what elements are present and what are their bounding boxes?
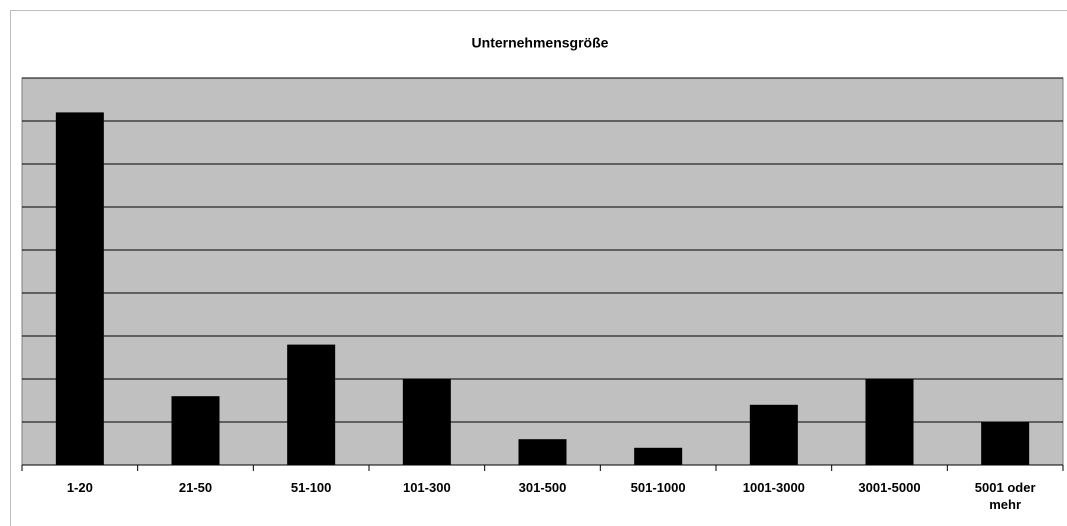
x-tick-label-box: 101-300	[402, 480, 451, 495]
x-tick-label: 3001-5000	[858, 480, 921, 495]
x-tick-label-box: 501-1000	[630, 480, 686, 495]
x-tick-label-box: 51-100	[290, 480, 332, 495]
x-tick-label: 301-500	[518, 480, 567, 495]
x-tick-label-box: 1-20	[66, 480, 93, 495]
x-tick-label: 1-20	[66, 480, 93, 495]
x-tick-label: 21-50	[178, 480, 213, 495]
bar	[287, 344, 336, 465]
chart-title: Unternehmensgröße	[472, 35, 609, 51]
bar	[55, 112, 104, 466]
x-tick-label-box: 3001-5000	[858, 480, 921, 495]
bar	[749, 404, 798, 465]
x-tick-label: 101-300	[402, 480, 451, 495]
x-tick-label: 1001-3000	[742, 480, 805, 495]
bar	[518, 439, 567, 465]
bar	[634, 447, 683, 465]
x-tick-label: 5001 oder mehr	[974, 480, 1036, 512]
bar	[981, 422, 1030, 465]
x-tick-label-box: 5001 oder mehr	[974, 480, 1036, 512]
x-tick-label: 501-1000	[630, 480, 686, 495]
x-tick-label-box: 21-50	[178, 480, 213, 495]
bar	[171, 396, 220, 465]
bar	[402, 379, 451, 465]
bar	[865, 379, 914, 465]
x-tick-label-box: 301-500	[518, 480, 567, 495]
x-tick-label-box: 1001-3000	[742, 480, 805, 495]
x-tick-label: 51-100	[290, 480, 332, 495]
